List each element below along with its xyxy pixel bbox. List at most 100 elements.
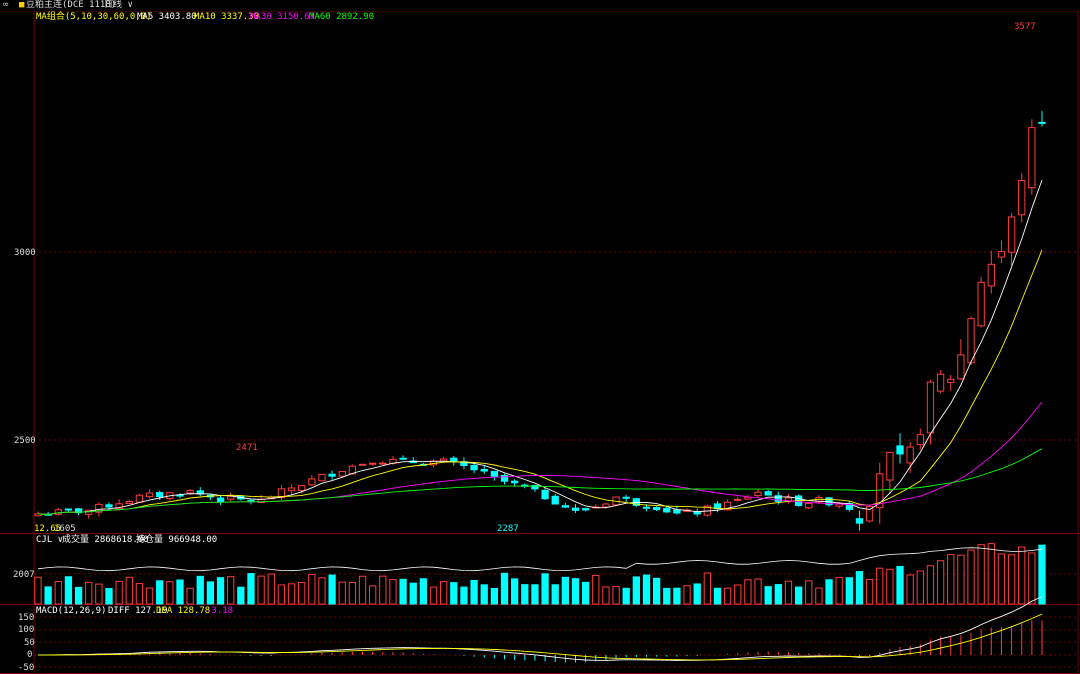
volume-bar [967, 549, 975, 605]
ma60-line [37, 448, 1043, 515]
candle-body [379, 462, 387, 465]
volume-bar [663, 587, 671, 605]
volume-bar [561, 576, 569, 605]
volume-bar [287, 583, 296, 605]
macd-tick-100: 100 [18, 625, 35, 635]
candle-body [338, 471, 346, 477]
volume-bar [794, 586, 803, 605]
candle-body [511, 480, 519, 484]
ma-combo-label[interactable]: MA组合(5,10,30,60,0,0) [36, 12, 152, 22]
volume-bar [916, 570, 924, 605]
candle-body [1038, 121, 1046, 124]
volume-bar [34, 576, 42, 605]
volume-bar [723, 587, 732, 605]
volume-bar [237, 586, 245, 605]
left-tag: 12.65 [34, 524, 62, 534]
candle-body [531, 484, 539, 490]
candle-body [947, 378, 955, 383]
contract-name[interactable]: 豆粕主连(DCE 1118) [26, 0, 117, 10]
volume-bar [166, 581, 174, 605]
candle-body [734, 498, 742, 501]
volume-bar [1007, 554, 1016, 605]
volume-bar [652, 577, 661, 605]
volume-bar [409, 582, 417, 605]
candle-body [541, 489, 549, 500]
volume-bar [196, 575, 204, 605]
candle-body [318, 473, 326, 482]
volume-bar [379, 575, 387, 605]
candle-body [886, 451, 894, 481]
ma10-line [37, 249, 1043, 515]
candle-body [977, 281, 985, 327]
candle-body [328, 473, 336, 477]
period-selector[interactable]: 日线 ∨ [104, 0, 133, 11]
candle-body [774, 495, 782, 502]
candle-body [156, 492, 164, 498]
volume-bar [470, 579, 478, 605]
volume-bar [389, 579, 397, 605]
volume-bar [805, 580, 813, 605]
ma30-readout: MA30 3150.67 [250, 12, 316, 22]
price-tick-3000: 3000 [14, 248, 36, 258]
volume-bar [632, 576, 640, 605]
candle-body [216, 497, 225, 502]
volume-bar [328, 574, 336, 605]
candle-body [663, 507, 671, 513]
volume-bar [429, 586, 438, 605]
candle-body [967, 318, 975, 364]
volume-bar [227, 576, 235, 605]
candle-body [561, 505, 569, 508]
chevron-down-icon: ∨ [127, 0, 133, 10]
macd-indicator-label[interactable]: MACD(12,26,9) [36, 606, 107, 616]
volume-bar [581, 581, 590, 605]
volume-bar [277, 584, 286, 605]
volume-bar [825, 579, 833, 605]
volume-bar [926, 565, 935, 605]
volume-bar [480, 584, 488, 605]
ma5-line [37, 179, 1043, 515]
macd-dea-readout: DEA 128.78 [156, 606, 211, 616]
settings-icon[interactable]: ∞ [3, 0, 9, 10]
volume-bar [490, 587, 499, 605]
ma60-readout: MA60 2892.90 [309, 12, 375, 22]
candle-body [602, 503, 610, 508]
volume-bar [571, 578, 580, 605]
volume-bar [936, 560, 945, 605]
candle-body [480, 469, 488, 472]
candle-body [95, 503, 103, 513]
volume-bar [267, 573, 275, 605]
cjl-indicator-label[interactable]: CJL ∨ [36, 535, 64, 545]
candle-body [440, 458, 448, 462]
volume-bar [886, 568, 894, 605]
volume-bar [186, 587, 194, 605]
volume-bar [206, 581, 215, 605]
candle-body [358, 463, 367, 466]
open-interest-line [37, 547, 1043, 572]
candle-body [1028, 127, 1036, 189]
candle-body [855, 518, 864, 524]
volume-bar [135, 583, 144, 605]
volume-bar [358, 575, 367, 605]
candle-body [399, 457, 407, 460]
open-interest-readout: 持仓量 966948.00 [136, 535, 218, 545]
candle-body [652, 506, 661, 511]
candle-body [896, 445, 904, 455]
volume-bar [176, 579, 184, 605]
left-price-marker: 1605 [54, 524, 76, 534]
volume-bar [105, 587, 113, 605]
candle-body [227, 495, 235, 500]
candle-body [1018, 179, 1026, 216]
candle-body [298, 485, 306, 491]
volume-bar [876, 567, 884, 605]
volume-bar [64, 576, 73, 605]
macd-value-readout: -3.18 [206, 606, 234, 616]
contract-marker-icon: ■ [19, 0, 25, 10]
volume-bar [683, 585, 691, 605]
volume-bar [896, 566, 904, 605]
ma10-readout: MA10 3337.30 [194, 12, 260, 22]
candle-body [997, 251, 1006, 258]
candle-body [926, 381, 935, 434]
volume-bar [551, 584, 559, 605]
candle-body [1007, 216, 1016, 253]
